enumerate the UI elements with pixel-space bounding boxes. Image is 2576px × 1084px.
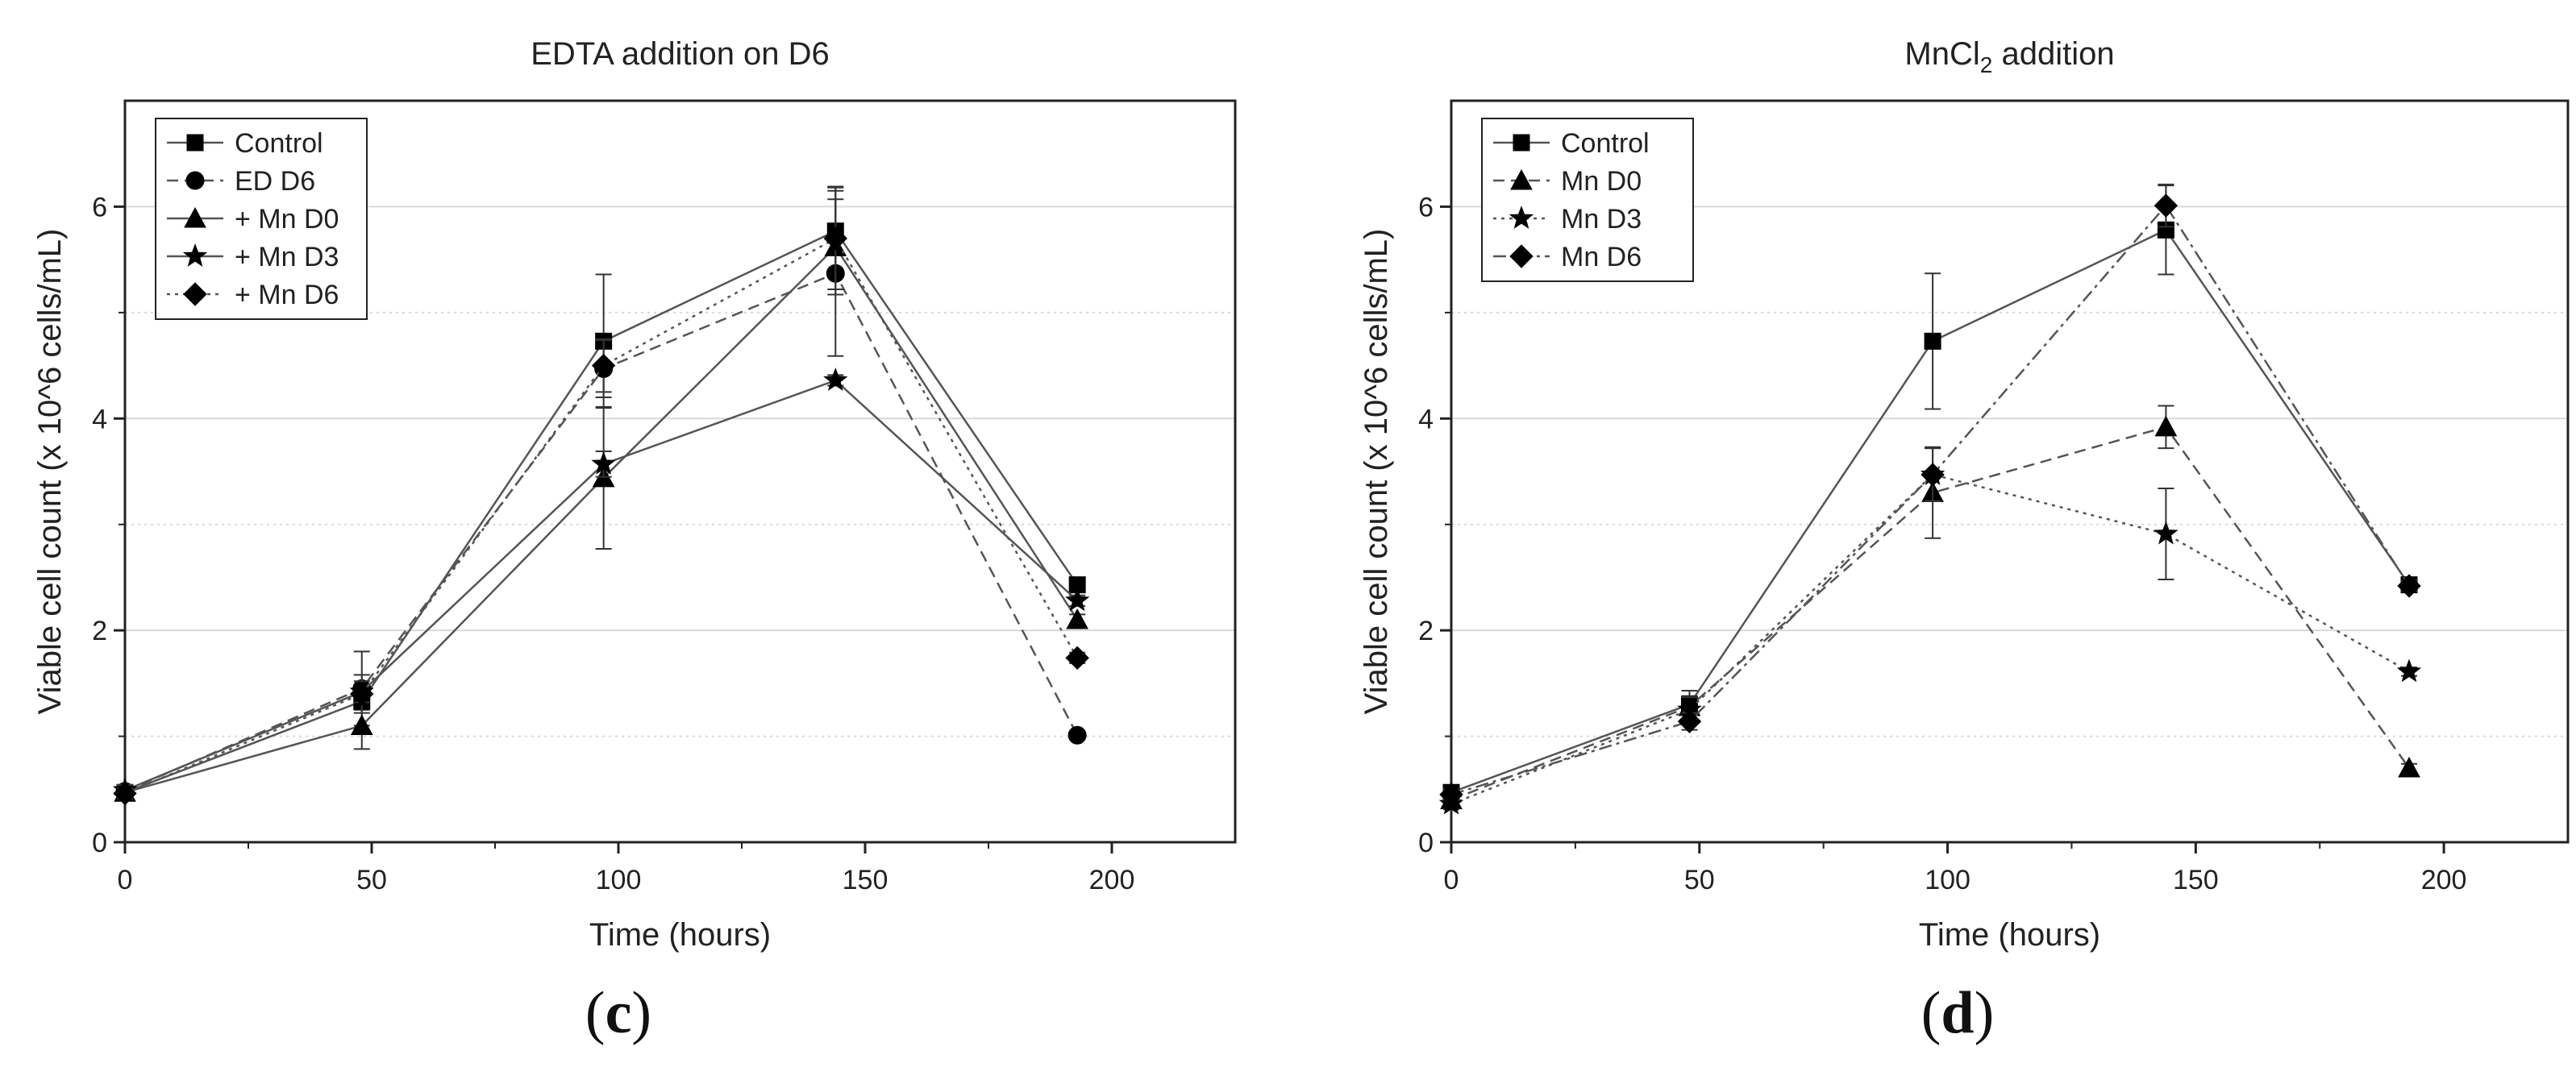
x-tick-label: 150 <box>2173 865 2219 895</box>
panel-label-c: (c) <box>585 980 652 1046</box>
series-line <box>124 272 1079 793</box>
data-point <box>2154 521 2179 545</box>
data-point <box>823 226 847 251</box>
chart-title: MnCl2 addition <box>1904 36 2114 77</box>
y-tick-label: 6 <box>92 192 107 222</box>
y-tick-label: 4 <box>92 404 107 434</box>
series-line <box>124 237 1079 795</box>
data-point <box>113 781 137 806</box>
chart-panel-2: 0 50 100 150 200 0 2 4 6 Time (hours) Viable cell … <box>1359 36 2570 953</box>
x-tick-label: 50 <box>356 865 387 895</box>
panel-label-d: (d) <box>1921 980 1995 1046</box>
x-tick-label: 150 <box>843 865 888 895</box>
x-axis-label: Time (hours) <box>1919 917 2100 953</box>
data-point <box>2397 574 2421 598</box>
series-line <box>1450 426 2411 801</box>
y-tick-label: 0 <box>92 828 107 858</box>
series-diamond <box>1439 183 2421 807</box>
x-tick-label: 0 <box>118 865 133 895</box>
series-star <box>112 368 1090 801</box>
y-axis-label: Viable cell count (x 10^6 cells/mL) <box>1359 229 1394 715</box>
legend-label: Mn D3 <box>1561 204 1642 235</box>
legend-marker-star <box>1509 206 1534 229</box>
y-tick-label: 0 <box>1418 828 1434 858</box>
legend-label: ED D6 <box>235 166 315 197</box>
x-tick-label: 50 <box>1684 865 1715 895</box>
legend-marker-diamond <box>1509 244 1534 268</box>
y-tick-label: 2 <box>92 616 107 646</box>
legend-label: Mn D0 <box>1561 166 1642 197</box>
legend-marker-triangle <box>184 206 206 228</box>
series-line <box>1450 473 2410 805</box>
legend-label: Mn D6 <box>1561 242 1642 272</box>
legend-label: Control <box>1561 128 1650 159</box>
x-tick-label: 200 <box>1089 865 1135 895</box>
plot-frame <box>1450 99 2570 844</box>
data-point <box>1066 608 1088 629</box>
y-tick-label: 6 <box>1418 192 1434 222</box>
data-point <box>2154 193 2179 218</box>
data-point <box>1924 332 1941 350</box>
data-point <box>1067 725 1087 745</box>
legend-marker-triangle <box>1510 168 1533 190</box>
chart-title: EDTA addition on D6 <box>531 36 830 72</box>
series-line <box>124 245 1079 794</box>
data-point <box>1065 588 1090 612</box>
legend-marker-circle <box>185 171 205 190</box>
data-point <box>350 714 373 735</box>
data-point <box>350 682 374 706</box>
legend-marker-square <box>186 134 204 152</box>
data-point <box>1065 646 1089 671</box>
legend-label: + Mn D0 <box>235 204 339 235</box>
x-tick-label: 200 <box>2421 865 2467 895</box>
series-line <box>1450 228 2411 794</box>
legend-label: + Mn D6 <box>235 280 339 310</box>
data-point <box>2154 415 2178 437</box>
series-diamond <box>113 186 1089 806</box>
legend-marker-star <box>182 243 208 267</box>
data-point <box>591 353 616 378</box>
series-line <box>124 379 1079 791</box>
legend-label: Control <box>235 128 323 159</box>
series-triangle <box>1440 405 2420 809</box>
y-axis-label: Viable cell count (x 10^6 cells/mL) <box>32 229 68 715</box>
legend-marker-square <box>1513 134 1530 152</box>
x-tick-label: 0 <box>1444 865 1459 895</box>
y-tick-label: 2 <box>1418 616 1434 646</box>
data-point <box>823 368 848 391</box>
x-axis-label: Time (hours) <box>589 917 771 953</box>
data-point <box>1921 463 1945 487</box>
legend-marker-diamond <box>183 282 207 306</box>
data-point <box>2396 658 2422 683</box>
x-tick-label: 100 <box>596 865 642 895</box>
data-point <box>1439 783 1463 807</box>
legend-label: + Mn D3 <box>235 242 339 272</box>
data-point <box>2398 756 2420 778</box>
data-point <box>591 451 616 475</box>
x-tick-label: 100 <box>1925 865 1970 895</box>
data-point <box>1677 709 1702 733</box>
y-tick-label: 4 <box>1418 404 1434 434</box>
plot-frame <box>123 99 1237 844</box>
chart-panel-1: 0 50 100 150 200 0 2 4 6 Time (hours) Viable cell … <box>32 36 1237 953</box>
